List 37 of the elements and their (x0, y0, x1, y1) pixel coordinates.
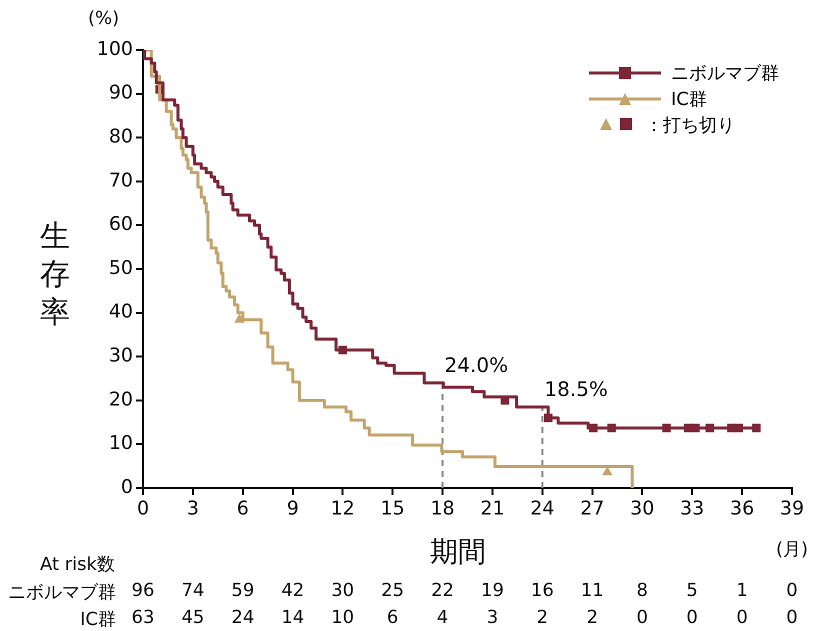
y-tick-label: 10 (108, 432, 133, 454)
text: (%) (88, 8, 120, 29)
y-tick-label: 90 (108, 82, 133, 104)
annotation: 24.0% (444, 353, 508, 378)
x-tick-label: 39 (780, 497, 804, 520)
x-tick-label: 0 (136, 497, 150, 520)
x-tick-label: 21 (480, 497, 505, 520)
x-tick-label: 18 (430, 497, 455, 520)
x-tick-label: 15 (380, 497, 405, 520)
x-tick-label: 27 (580, 497, 604, 520)
x-tick-label: 3 (186, 497, 199, 520)
x-tick-label: 36 (730, 497, 754, 520)
annotation: 18.5% (544, 377, 608, 402)
x-tick-label: 33 (680, 497, 704, 520)
text: ニボルマブ群 96 74 59 42 30 25 22 19 16 11 8 5 1 0 (8, 580, 798, 603)
x-tick-label: 24 (530, 497, 554, 520)
legend-label: IC群 (671, 88, 707, 111)
text: IC群 63 45 24 14 10 6 4 3 2 2 0 0 0 0 (80, 607, 798, 630)
legend-label: ニボルマブ群 (671, 62, 779, 85)
text: (月) (776, 538, 808, 561)
text: At risk数 (40, 553, 115, 576)
y-tick-label: 20 (108, 388, 133, 410)
y-tick-label: 100 (96, 38, 133, 60)
y-tick-label: 30 (108, 344, 133, 367)
x-tick-label: 30 (630, 497, 654, 520)
x-tick-label: 12 (330, 497, 355, 520)
y-tick-label: 40 (108, 300, 133, 323)
y-tick-label: 0 (120, 476, 133, 498)
y-tick-label: 60 (108, 213, 133, 236)
legend-label: ：打ち切り (645, 114, 735, 137)
y-tick-label: 70 (108, 169, 133, 192)
x-tick-label: 6 (236, 497, 249, 520)
x-axis-title: 期間 (430, 534, 486, 570)
y-tick-label: 50 (108, 256, 133, 279)
y-axis-title: 生存率 (39, 218, 71, 332)
x-tick-label: 9 (286, 497, 299, 520)
y-tick-label: 80 (108, 126, 133, 148)
